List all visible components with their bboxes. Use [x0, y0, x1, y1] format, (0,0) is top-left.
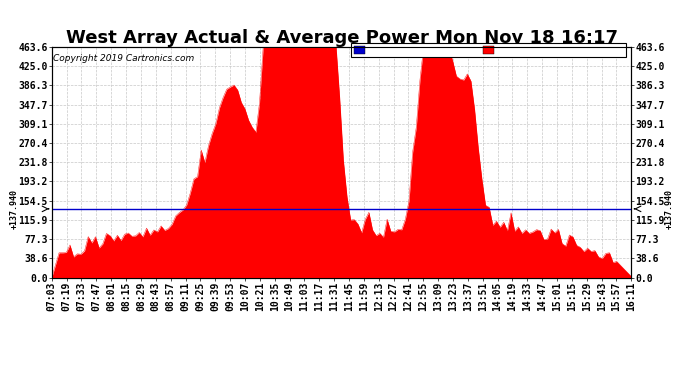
Text: +137.940: +137.940 [664, 189, 673, 229]
Title: West Array Actual & Average Power Mon Nov 18 16:17: West Array Actual & Average Power Mon No… [66, 29, 618, 47]
Text: Copyright 2019 Cartronics.com: Copyright 2019 Cartronics.com [53, 54, 194, 63]
Legend: Average  (DC Watts), West Array  (DC Watts): Average (DC Watts), West Array (DC Watts… [351, 42, 627, 57]
Text: +137.940: +137.940 [10, 189, 19, 229]
